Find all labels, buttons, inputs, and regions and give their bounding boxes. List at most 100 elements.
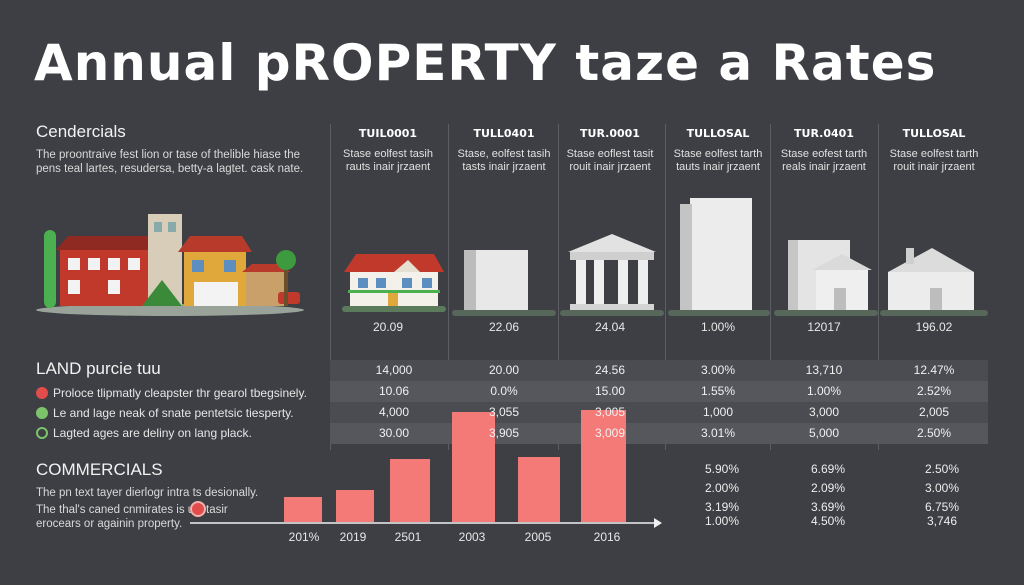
- legend-text: Lagted ages are deliny on lang plack.: [53, 426, 252, 440]
- column-subtitle: Stase eolfest tarth rouit inair jrzaent: [889, 148, 979, 173]
- table-cell: 0.0%: [490, 384, 518, 398]
- box-building-icon: [464, 250, 528, 310]
- column-divider: [770, 124, 771, 450]
- table-cell: 30.00: [378, 426, 410, 440]
- section-text-line: The thal's caned cnmirates is u: [36, 504, 195, 516]
- table-cell: 1.55%: [700, 384, 736, 398]
- ground-shadow: [774, 310, 878, 316]
- x-tick-label: 201%: [288, 530, 320, 544]
- column-subtitle: Stase, eolfest tasih tasts inair jrzaent: [457, 148, 551, 173]
- column-code: TULL0401: [473, 127, 535, 140]
- column-subtitle: Stase eofest tarth reals inair jrzaent: [780, 148, 868, 173]
- column-code: TUR.0401: [794, 127, 854, 140]
- table-cell: 10.06: [378, 384, 410, 398]
- percentage-cell: 3.69%: [810, 500, 846, 514]
- office-building-icon: [788, 240, 872, 310]
- ground-shadow: [560, 310, 664, 316]
- column-subtitle: Stase eolfest tarth tauts inair jrzaent: [673, 148, 763, 173]
- table-cell: 13,710: [805, 363, 843, 377]
- table-cell: 14,000: [375, 363, 413, 377]
- ground-shadow: [880, 310, 988, 316]
- bar-2005: [518, 457, 560, 522]
- column-value: 22.06: [488, 320, 520, 334]
- x-tick-label: 2019: [339, 530, 367, 544]
- bar-2501: [390, 459, 430, 522]
- percentage-cell: 5.90%: [704, 462, 740, 476]
- red-circle-icon: [36, 387, 48, 399]
- legend-text: Proloce tlipmatly cleapster thr gearol t…: [53, 386, 307, 400]
- table-cell: 1.00%: [806, 384, 842, 398]
- percentage-cell: 2.50%: [924, 462, 960, 476]
- percentage-cell: 4.50%: [810, 514, 846, 528]
- legend-item: Lagted ages are deliny on lang plack.: [36, 426, 252, 440]
- percentage-cell: 3.00%: [924, 481, 960, 495]
- section-text-line: pens teal lartes, resudersa, betty-a lag…: [36, 163, 304, 175]
- bar-201%: [284, 497, 322, 522]
- section-text-line: tasir: [206, 504, 228, 516]
- tower-building-icon: [680, 198, 752, 310]
- table-cell: 2.52%: [916, 384, 952, 398]
- table-cell: 24.56: [594, 363, 626, 377]
- column-code: TULLOSAL: [686, 127, 750, 140]
- section-heading-land: LAND purcie tuu: [36, 359, 161, 378]
- legend-text: Le and lage neak of snate pentetsic ties…: [53, 406, 294, 420]
- column-subtitle: Stase eoflest tasit rouit inair jrzaent: [566, 148, 654, 173]
- section-heading-commercials: COMMERCIALS: [36, 460, 163, 479]
- x-tick-label: 2016: [593, 530, 621, 544]
- x-tick-label: 2005: [524, 530, 552, 544]
- column-subtitle: Stase eolfest tasih rauts inair jrzaent: [343, 148, 433, 173]
- arrow-right-icon: [654, 518, 662, 528]
- column-code: TULLOSAL: [902, 127, 966, 140]
- table-cell: 3,005: [594, 405, 626, 419]
- percentage-cell: 2.09%: [810, 481, 846, 495]
- table-cell: 2,005: [918, 405, 950, 419]
- table-cell: 3,055: [488, 405, 520, 419]
- table-cell: 2.50%: [916, 426, 952, 440]
- column-divider: [665, 124, 666, 450]
- column-value: 196.02: [915, 320, 953, 334]
- column-divider: [558, 124, 559, 450]
- x-axis: [190, 518, 662, 528]
- table-cell: 3,009: [594, 426, 626, 440]
- ground-shadow: [452, 310, 556, 316]
- percentage-cell: 3,746: [926, 514, 958, 528]
- page-title: Annual pROPERTY taze a Rates: [34, 34, 937, 92]
- legend-item: Le and lage neak of snate pentetsic ties…: [36, 406, 294, 420]
- ground-shadow: [668, 310, 770, 316]
- table-cell: 20.00: [488, 363, 520, 377]
- red-circle-icon: [190, 501, 206, 517]
- section-text-line: The proontraive fest lion or tase of the…: [36, 149, 301, 161]
- table-cell: 3,905: [488, 426, 520, 440]
- column-value: 12017: [807, 320, 841, 334]
- column-divider: [330, 124, 331, 450]
- table-cell: 15.00: [594, 384, 626, 398]
- percentage-cell: 2.00%: [704, 481, 740, 495]
- table-cell: 4,000: [378, 405, 410, 419]
- table-cell: 3,000: [808, 405, 840, 419]
- bar-2016: [581, 410, 626, 522]
- classical-building-icon: [568, 234, 656, 310]
- car-icon: [278, 292, 300, 304]
- legend-item: Proloce tlipmatly cleapster thr gearol t…: [36, 386, 307, 400]
- column-value: 1.00%: [700, 320, 736, 334]
- x-tick-label: 2501: [394, 530, 422, 544]
- percentage-cell: 6.75%: [924, 500, 960, 514]
- table-row-band: [330, 360, 988, 381]
- column-code: TUR.0001: [580, 127, 640, 140]
- column-divider: [878, 124, 879, 450]
- section-text-line: The pn text tayer dierlogr intra ts desi…: [36, 487, 259, 499]
- table-cell: 1,000: [702, 405, 734, 419]
- x-tick-label: 2003: [458, 530, 486, 544]
- column-divider: [448, 124, 449, 450]
- residential-houses-illustration: [36, 214, 304, 316]
- tree-icon: [44, 230, 56, 308]
- table-cell: 5,000: [808, 426, 840, 440]
- percentage-cell: 1.00%: [704, 514, 740, 528]
- table-row-band: [330, 381, 988, 402]
- percentage-cell: 6.69%: [810, 462, 846, 476]
- table-cell: 3.00%: [700, 363, 736, 377]
- percentage-cell: 3.19%: [704, 500, 740, 514]
- column-value: 24.04: [594, 320, 626, 334]
- warehouse-icon: [888, 248, 974, 310]
- section-heading-cendercials: Cendercials: [36, 122, 126, 141]
